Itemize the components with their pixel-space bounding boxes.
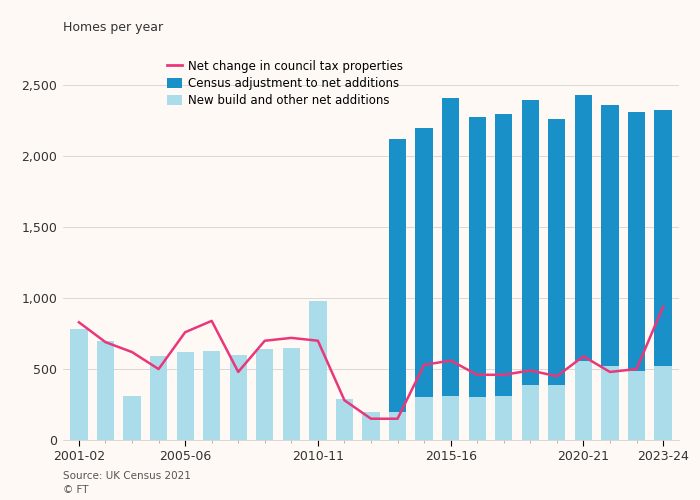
- Text: Source: UK Census 2021
© FT: Source: UK Census 2021 © FT: [63, 471, 191, 495]
- Bar: [389, 140, 406, 411]
- Bar: [468, 116, 486, 398]
- Bar: [654, 366, 672, 440]
- Bar: [654, 110, 672, 366]
- Bar: [283, 348, 300, 440]
- Bar: [389, 412, 406, 440]
- Bar: [123, 396, 141, 440]
- Bar: [336, 399, 353, 440]
- Bar: [468, 398, 486, 440]
- Bar: [495, 396, 512, 440]
- Bar: [416, 398, 433, 440]
- Bar: [442, 98, 459, 396]
- Bar: [309, 301, 326, 440]
- Bar: [548, 120, 566, 384]
- Bar: [230, 355, 247, 440]
- Bar: [416, 128, 433, 398]
- Bar: [363, 412, 379, 440]
- Bar: [628, 112, 645, 370]
- Bar: [575, 96, 592, 360]
- Bar: [601, 366, 619, 440]
- Bar: [97, 340, 114, 440]
- Bar: [203, 350, 220, 440]
- Bar: [548, 384, 566, 440]
- Text: Homes per year: Homes per year: [63, 22, 163, 35]
- Bar: [176, 352, 194, 440]
- Bar: [601, 106, 619, 366]
- Bar: [628, 370, 645, 440]
- Legend: Net change in council tax properties, Census adjustment to net additions, New bu: Net change in council tax properties, Ce…: [167, 60, 402, 107]
- Bar: [575, 360, 592, 440]
- Bar: [522, 384, 539, 440]
- Bar: [150, 356, 167, 440]
- Bar: [495, 114, 512, 396]
- Bar: [522, 100, 539, 385]
- Bar: [70, 330, 88, 440]
- Bar: [256, 349, 274, 440]
- Bar: [442, 396, 459, 440]
